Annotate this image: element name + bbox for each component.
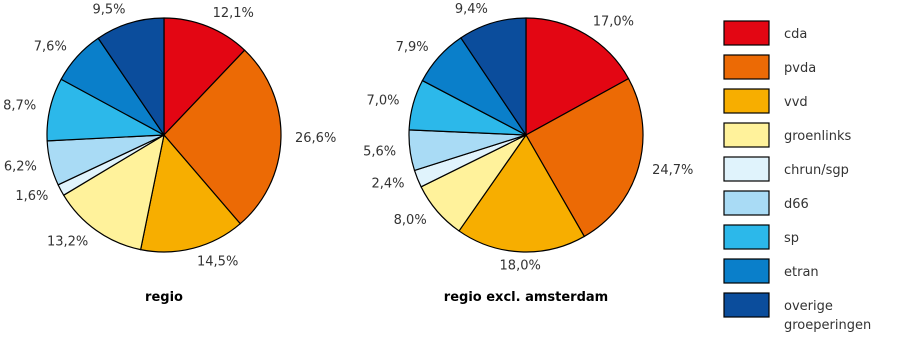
slice-vvd	[458, 134, 585, 253]
slice-vvd	[140, 134, 241, 253]
data-label-chrun-sgp: 2,4%	[371, 177, 404, 192]
slice-overige-groeperingen	[460, 17, 527, 136]
chart-title: regio	[145, 290, 183, 305]
legend-item-cda: cda	[723, 20, 807, 46]
legend-swatch	[723, 156, 770, 182]
data-label-cda: 17,0%	[593, 15, 634, 30]
slice-pvda	[525, 78, 644, 238]
legend-swatch	[723, 258, 770, 284]
legend-label: cda	[784, 27, 807, 42]
legend-swatch	[723, 54, 770, 80]
data-label-sp: 7,0%	[366, 93, 399, 108]
slice-pvda	[163, 49, 282, 225]
data-label-overige-groeperingen: 9,5%	[92, 2, 125, 17]
data-label-d66: 5,6%	[363, 145, 396, 160]
legend-swatch	[723, 190, 770, 216]
legend-item-pvda: pvda	[723, 54, 816, 80]
legend-swatch	[723, 20, 770, 46]
legend-item-etran: etran	[723, 258, 819, 284]
data-label-chrun-sgp: 1,6%	[15, 189, 48, 204]
legend-swatch	[723, 224, 770, 250]
slice-cda	[163, 17, 246, 136]
data-label-pvda: 24,7%	[652, 163, 693, 178]
legend-label: sp	[784, 231, 799, 246]
legend-item-chrun-sgp: chrun/sgp	[723, 156, 849, 182]
legend-label: overige groeperingen	[784, 299, 871, 333]
data-label-vvd: 14,5%	[197, 254, 238, 269]
legend-item-groenlinks: groenlinks	[723, 122, 851, 148]
slice-cda	[525, 17, 630, 136]
data-label-groenlinks: 13,2%	[47, 234, 88, 249]
slice-groenlinks	[63, 134, 165, 251]
legend-item-overige-groeperingen: overige groeperingen	[723, 292, 871, 333]
data-label-overige-groeperingen: 9,4%	[455, 2, 488, 17]
legend-label: etran	[784, 265, 819, 280]
pie-chart-regio: 12,1% 26,6% 14,5% 13,2% 1,6% 6,2% 8,7% 7,6% 9,5%…	[3, 2, 336, 305]
legend-label: groenlinks	[784, 129, 851, 144]
data-label-vvd: 18,0%	[500, 258, 541, 273]
data-label-sp: 8,7%	[3, 99, 36, 114]
legend-swatch	[723, 292, 770, 318]
data-label-d66: 6,2%	[4, 159, 37, 174]
legend-item-sp: sp	[723, 224, 799, 250]
legend-label: pvda	[784, 61, 816, 76]
data-label-etran: 7,9%	[396, 40, 429, 55]
legend: cda pvda vvd groenlinks chrun/sgp d66 sp etran o…	[723, 20, 871, 333]
data-label-groenlinks: 8,0%	[394, 213, 427, 228]
pie-chart-regio-excl-amsterdam: 17,0% 24,7% 18,0% 8,0% 2,4% 5,6% 7,0% 7,9% 9,4% r…	[363, 2, 693, 305]
legend-label: d66	[784, 197, 809, 212]
legend-label: vvd	[784, 95, 808, 110]
data-label-cda: 12,1%	[213, 6, 254, 21]
data-label-etran: 7,6%	[34, 40, 67, 55]
legend-label: chrun/sgp	[784, 163, 849, 178]
data-label-pvda: 26,6%	[295, 131, 336, 146]
legend-item-vvd: vvd	[723, 88, 808, 114]
slice-overige-groeperingen	[97, 17, 165, 136]
legend-swatch	[723, 88, 770, 114]
legend-item-d66: d66	[723, 190, 809, 216]
chart-title: regio excl. amsterdam	[444, 290, 608, 305]
legend-swatch	[723, 122, 770, 148]
